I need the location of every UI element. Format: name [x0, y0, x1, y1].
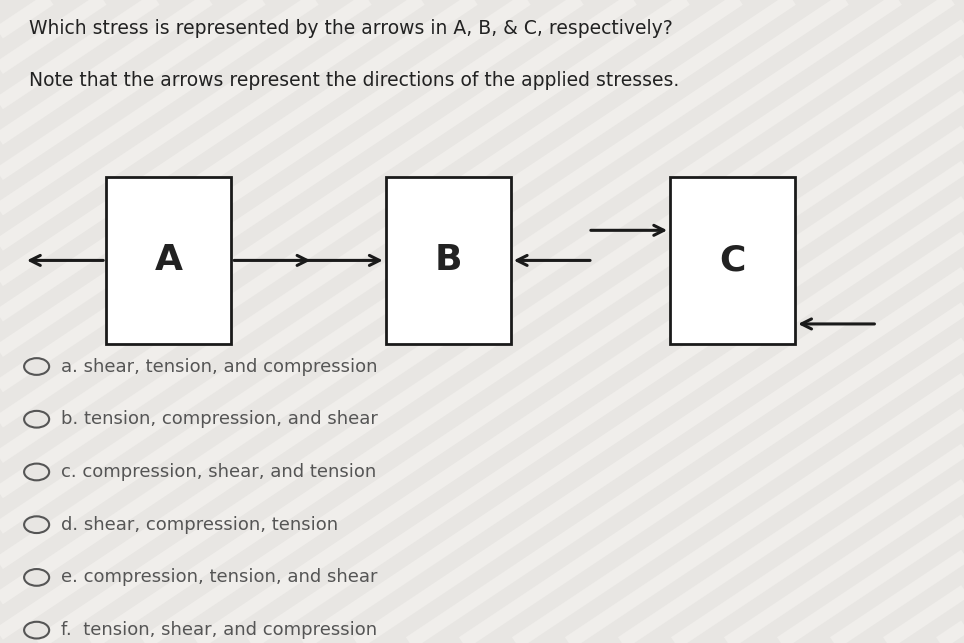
Bar [670, 177, 795, 344]
Text: e. compression, tension, and shear: e. compression, tension, and shear [61, 568, 377, 586]
Text: C: C [719, 244, 746, 277]
Circle shape [24, 464, 49, 480]
Text: Note that the arrows represent the directions of the applied stresses.: Note that the arrows represent the direc… [29, 71, 680, 90]
Circle shape [24, 622, 49, 638]
Text: b. tension, compression, and shear: b. tension, compression, and shear [61, 410, 378, 428]
Circle shape [24, 411, 49, 428]
Bar [106, 177, 231, 344]
Text: d. shear, compression, tension: d. shear, compression, tension [61, 516, 337, 534]
Text: Which stress is represented by the arrows in A, B, & C, respectively?: Which stress is represented by the arrow… [29, 19, 673, 39]
Text: B: B [435, 244, 462, 277]
Text: a. shear, tension, and compression: a. shear, tension, and compression [61, 358, 377, 376]
Text: f.  tension, shear, and compression: f. tension, shear, and compression [61, 621, 377, 639]
Circle shape [24, 358, 49, 375]
Bar [386, 177, 511, 344]
Text: A: A [154, 244, 183, 277]
Text: c. compression, shear, and tension: c. compression, shear, and tension [61, 463, 376, 481]
Circle shape [24, 516, 49, 533]
Circle shape [24, 569, 49, 586]
